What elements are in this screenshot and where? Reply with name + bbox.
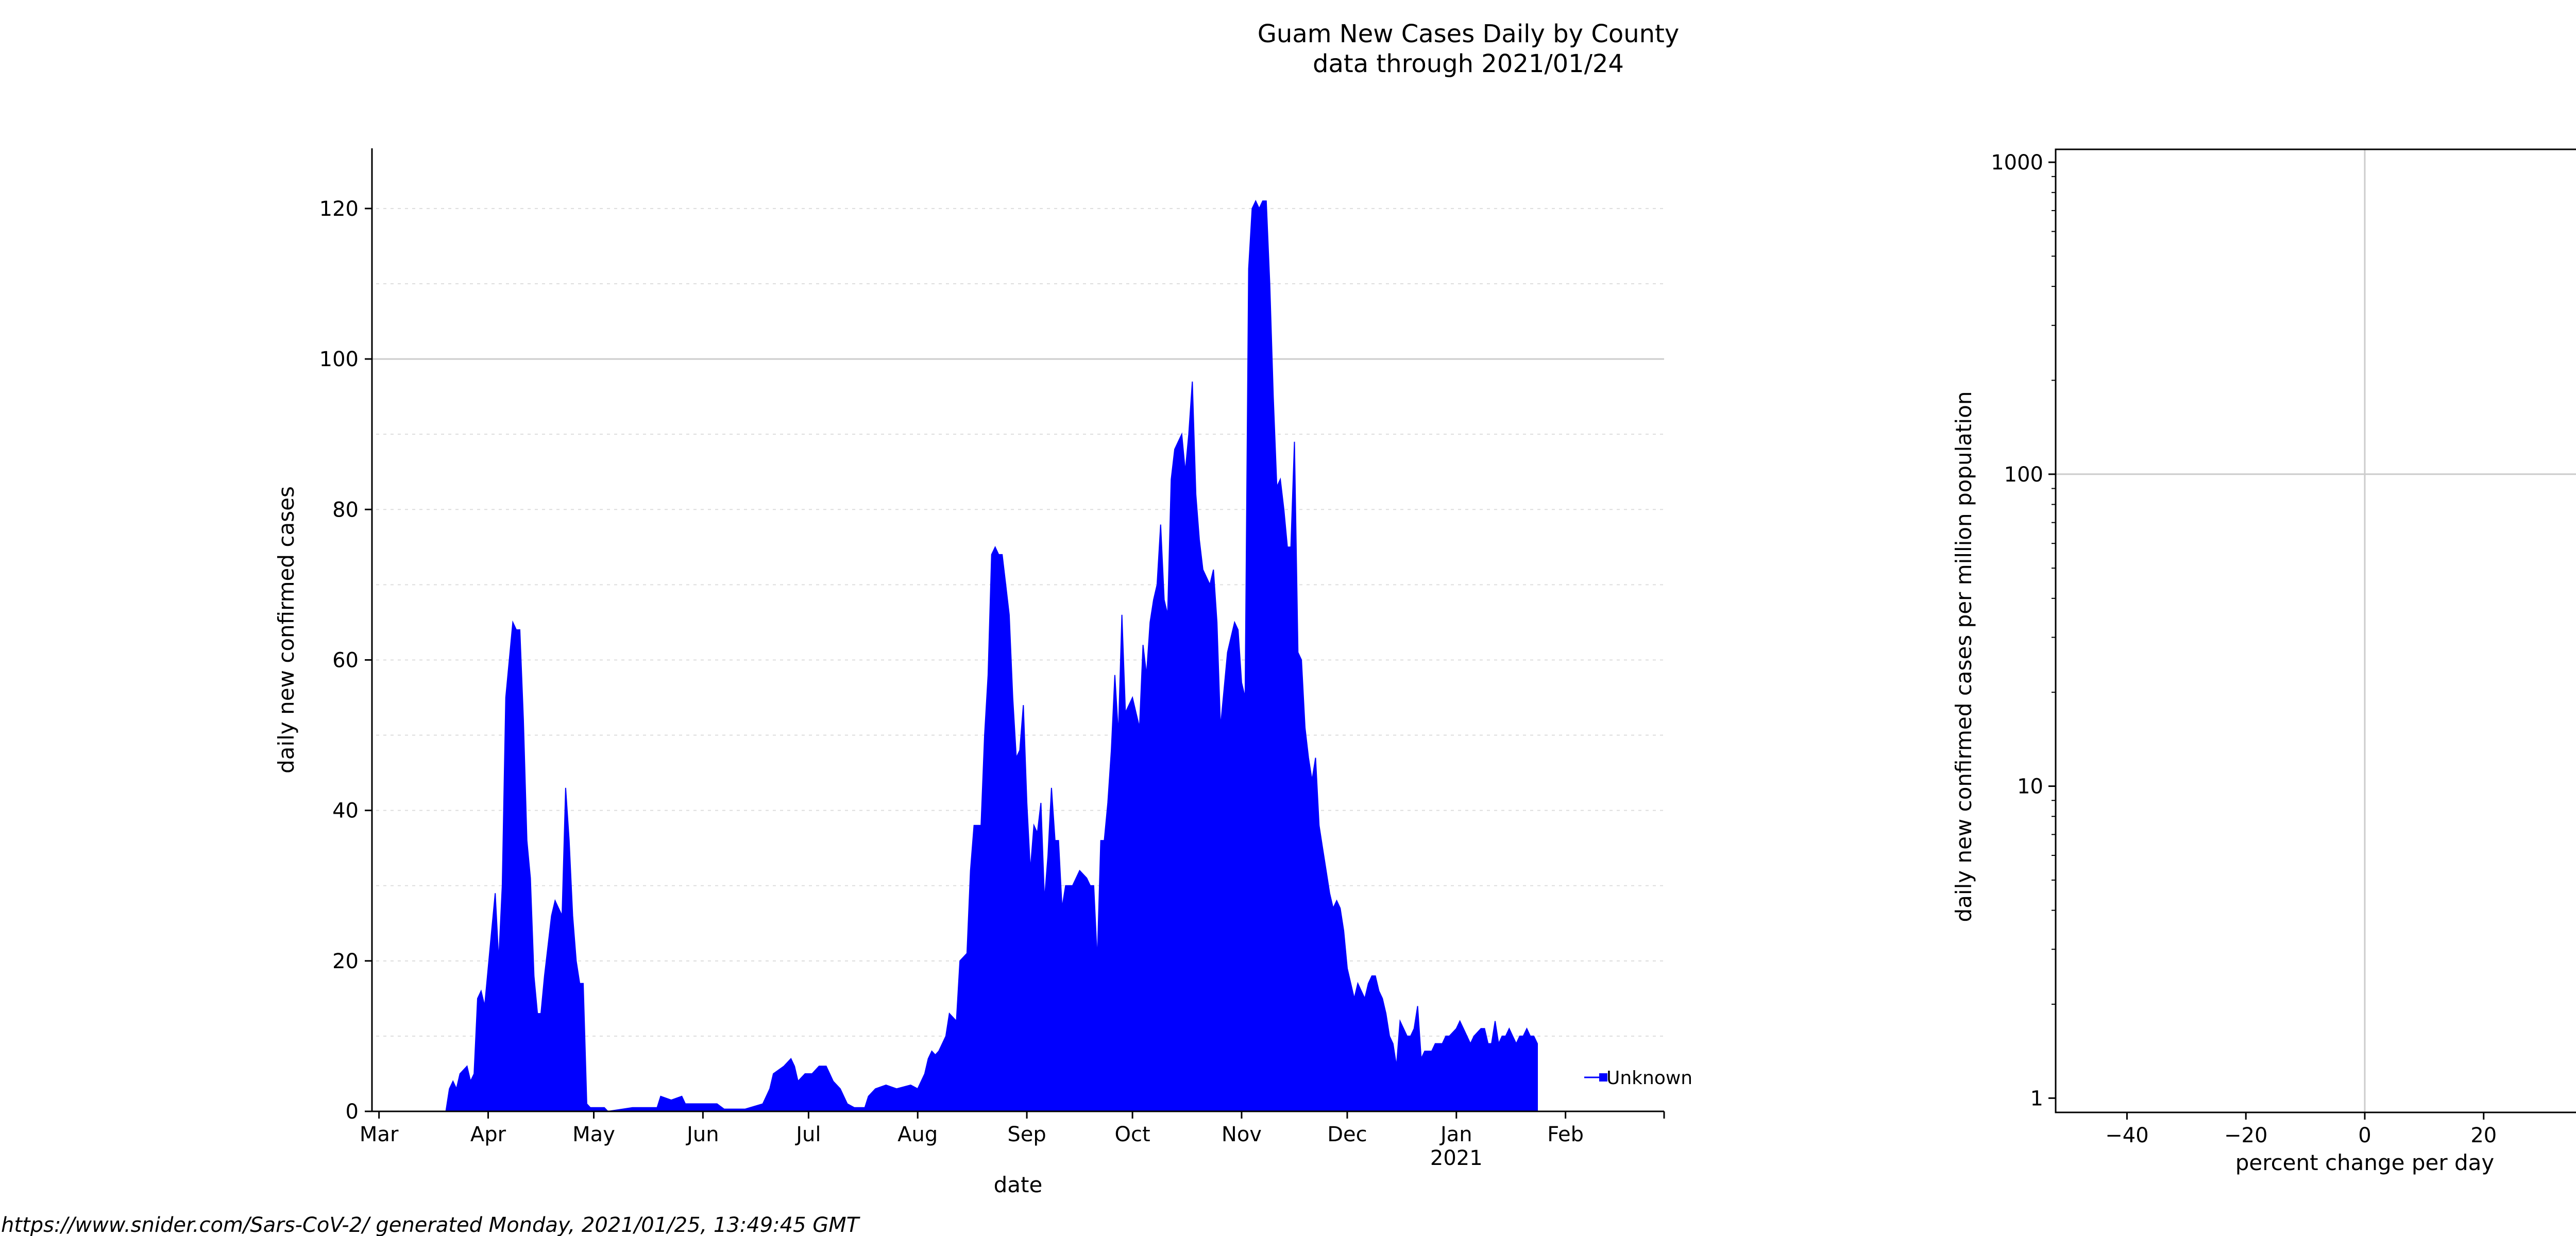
x-tick-label: Sep xyxy=(1007,1123,1046,1146)
x-tick-label: Aug xyxy=(897,1123,938,1146)
x-tick-label: Jan xyxy=(1439,1123,1472,1146)
x-tick-label: Oct xyxy=(1115,1123,1150,1146)
y-tick-label: 80 xyxy=(332,498,359,522)
y-tick-label: 20 xyxy=(332,950,359,973)
series-area-unknown xyxy=(428,199,1538,1112)
right-axes xyxy=(2055,148,2576,1113)
daily-cases-area-chart: Mar Apr May Jun Jul Aug Sep Oct Nov Dec Jan Feb 0 20… xyxy=(274,148,1692,1197)
right-gridlines xyxy=(2056,149,2576,1112)
right-y-axis-label: daily new confirmed cases per million po… xyxy=(1951,391,1976,922)
y-tick-label: 1 xyxy=(2030,1087,2043,1110)
figure-subtitle: data through 2021/01/24 xyxy=(1313,49,1624,78)
x-tick-label: Apr xyxy=(470,1123,506,1146)
x-tick-label: Jun xyxy=(685,1123,719,1146)
y-tick-label: 0 xyxy=(346,1100,359,1124)
legend-marker xyxy=(1599,1073,1607,1082)
x-tick-label: 20 xyxy=(2470,1124,2497,1147)
left-x-axis-label: date xyxy=(994,1172,1043,1197)
x-tick-label: Dec xyxy=(1327,1123,1367,1146)
y-tick-label: 1000 xyxy=(1991,151,2043,175)
y-tick-label: 40 xyxy=(332,799,359,823)
y-tick-label: 100 xyxy=(2004,463,2043,487)
right-x-ticks: −40−2002040 xyxy=(2105,1112,2497,1147)
y-tick-label: 10 xyxy=(2017,775,2043,799)
x-tick-label: −40 xyxy=(2105,1124,2148,1147)
left-x-ticks: Mar Apr May Jun Jul Aug Sep Oct Nov Dec Jan Feb xyxy=(360,1111,1665,1146)
y-tick-label: 60 xyxy=(332,648,359,672)
left-area-series xyxy=(428,199,1538,1112)
legend-entry-unknown: Unknown xyxy=(1606,1068,1692,1089)
footer-source-note: https://www.snider.com/Sars-CoV-2/ gener… xyxy=(1,1213,861,1236)
right-y-ticks: 1 10 100 1000 xyxy=(1991,151,2056,1110)
left-y-axis-label: daily new confirmed cases xyxy=(274,486,299,774)
left-axes xyxy=(371,148,1664,1112)
legend: Unknown xyxy=(1584,1068,1692,1089)
right-x-axis-label: percent change per day xyxy=(2235,1150,2495,1175)
x-tick-label: 0 xyxy=(2358,1124,2371,1147)
x-year-label: 2021 xyxy=(1430,1146,1483,1170)
x-tick-label: Mar xyxy=(360,1123,399,1146)
figure-title: Guam New Cases Daily by County xyxy=(1258,20,1680,48)
right-plot-frame xyxy=(2055,148,2576,1113)
left-y-ticks: 0 20 40 60 80 100 120 xyxy=(319,197,372,1124)
x-tick-label: Jul xyxy=(794,1123,821,1146)
x-tick-label: May xyxy=(572,1123,615,1146)
y-tick-label: 120 xyxy=(319,197,359,221)
y-tick-label: 100 xyxy=(319,348,359,371)
x-tick-label: −20 xyxy=(2224,1124,2267,1147)
x-tick-label: Nov xyxy=(1222,1123,1262,1146)
x-tick-label: Feb xyxy=(1547,1123,1584,1146)
